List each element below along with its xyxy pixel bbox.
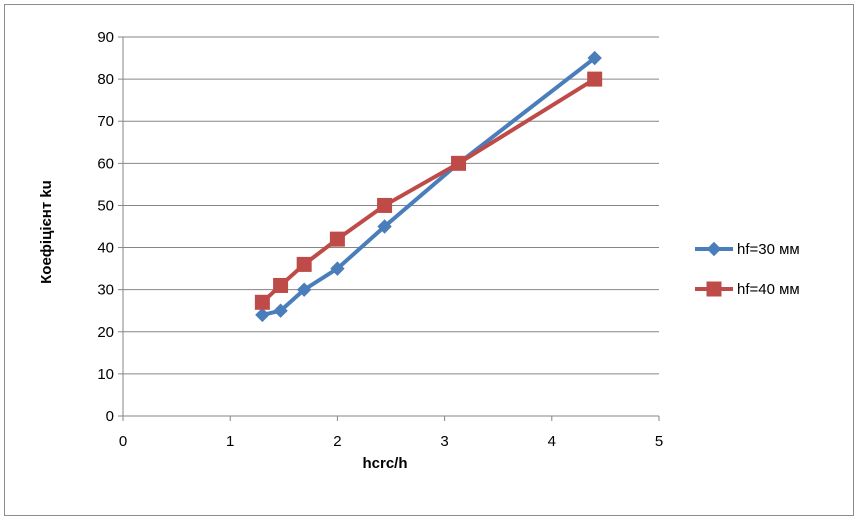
legend-label: hf=30 мм [737,241,800,258]
data-point-diamond [587,50,602,66]
y-tick-label: 80 [97,71,114,88]
data-point-square [587,71,603,87]
line-chart: 0 10 20 30 40 50 60 70 80 90 0 1 2 3 4 5 hf=30 мм hf=40 … [38,29,800,472]
y-tick-label: 0 [106,408,114,425]
y-tick-label: 90 [97,29,114,46]
data-point-square [377,197,393,213]
legend-item-1: hf=30 мм [695,241,800,258]
y-tick-label: 10 [97,366,114,383]
series-2 [254,71,603,310]
x-axis-title: hcrc/h [362,455,407,472]
series-group [254,50,603,323]
data-point-square [296,256,312,272]
x-tick-label: 4 [548,433,556,450]
y-axis-title: Коефіцієнт ku [38,180,55,284]
data-point-square [254,294,270,310]
chart-area: 0 10 20 30 40 50 60 70 80 90 0 1 2 3 4 5 hf=30 мм hf=40 … [4,4,854,516]
data-point-square [706,281,722,297]
y-tick-label: 30 [97,282,114,299]
data-point-square [329,231,345,247]
tick-labels: 0 10 20 30 40 50 60 70 80 90 0 1 2 3 4 5 [97,29,663,450]
y-tick-label: 70 [97,113,114,130]
data-point-diamond [330,261,345,276]
legend-item-2: hf=40 мм [695,281,800,298]
x-tick-label: 5 [655,433,663,450]
x-tick-label: 2 [333,433,341,450]
y-tick-label: 50 [97,197,114,214]
data-point-diamond [377,219,392,234]
x-tick-label: 1 [226,433,234,450]
x-tick-label: 3 [440,433,448,450]
axes [118,36,660,421]
data-point-square [273,277,289,293]
data-point-diamond [296,282,312,297]
data-point-diamond [273,303,288,318]
series-1 [255,50,602,323]
series-line [261,56,596,317]
y-tick-label: 40 [97,240,114,257]
y-tick-label: 20 [97,324,114,341]
legend-label: hf=40 мм [737,281,800,298]
y-tick-label: 60 [97,155,114,172]
data-point-diamond [706,241,722,257]
x-tick-label: 0 [119,433,127,450]
data-point-diamond [255,307,270,323]
legend: hf=30 мм hf=40 мм [695,241,800,298]
data-point-square [451,155,467,171]
